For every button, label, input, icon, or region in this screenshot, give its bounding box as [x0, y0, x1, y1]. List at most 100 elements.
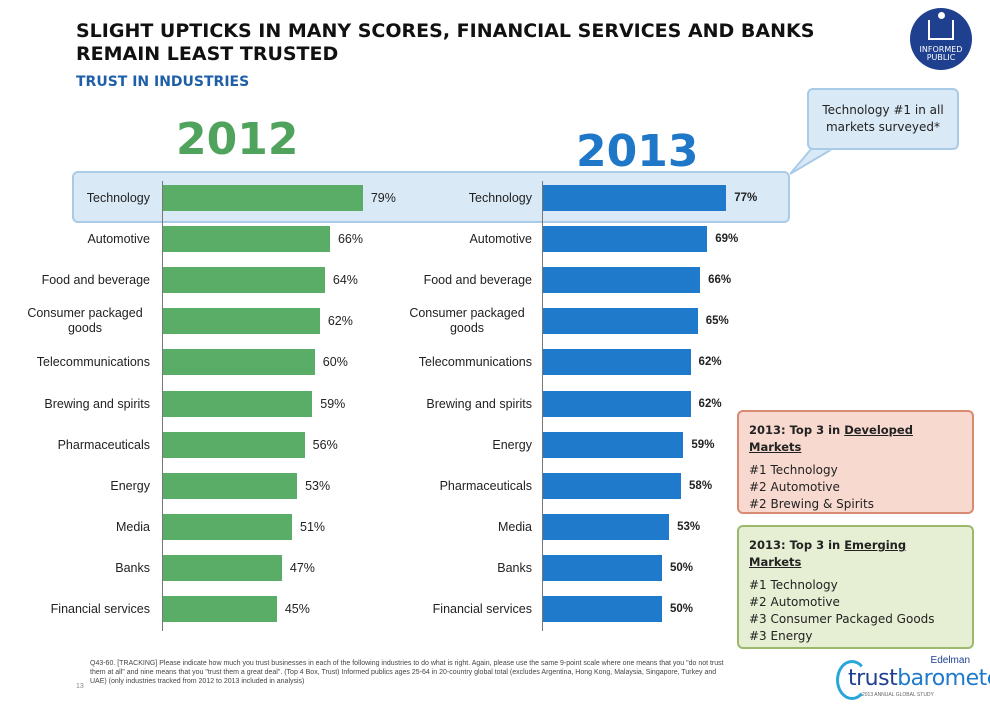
developed-prefix: 2013: Top 3 in [749, 423, 845, 437]
footnote: Q43-60. [TRACKING] Please indicate how m… [90, 660, 724, 685]
technology-callout: Technology #1 in all markets surveyed* [807, 88, 959, 150]
callout-pointer [790, 148, 836, 175]
c2012-axis [162, 181, 163, 631]
c2012-bar [163, 390, 313, 417]
c2013-value-label: 59% [691, 438, 715, 451]
page-subtitle: TRUST IN INDUSTRIES [76, 74, 250, 90]
logo-arc-icon [836, 660, 868, 700]
c2012-category-label: Pharmaceuticals [57, 437, 150, 452]
c2013-category-label: Energy [492, 437, 532, 452]
developed-item: #1 Technology [749, 463, 838, 477]
c2013-bar [543, 390, 691, 417]
c2012-value-label: 47% [289, 560, 315, 575]
chart-2012-title: 2012 [176, 114, 299, 165]
c2012-category-label: Brewing and spirits [44, 396, 150, 411]
c2013-bar [543, 431, 684, 458]
c2012-category-label: Automotive [87, 232, 150, 247]
c2012-bar [163, 349, 315, 376]
c2012-category-label: Consumer packaged goods [27, 306, 143, 336]
logo-edelman: Edelman [930, 655, 970, 666]
c2013-category-label: Brewing and spirits [426, 396, 532, 411]
logo-brand-b: barometer [897, 666, 990, 691]
emerging-item: #1 Technology [749, 578, 838, 592]
c2013-category-label: Food and beverage [423, 273, 532, 288]
c2013-bar [543, 596, 662, 622]
c2013-bar [543, 554, 662, 581]
c2012-bar [163, 185, 363, 211]
c2013-category-label: Media [497, 519, 532, 534]
developed-markets-box: 2013: Top 3 in Developed Markets #1 Tech… [737, 410, 974, 514]
c2012-category-label: Energy [110, 478, 150, 493]
chart-2013-title: 2013 [576, 126, 699, 177]
c2013-category-label: Financial services [432, 602, 532, 616]
c2012-value-label: 60% [322, 355, 348, 370]
emerging-markets-box: 2013: Top 3 in Emerging Markets #1 Techn… [737, 525, 974, 649]
c2012-value-label: 53% [305, 478, 331, 493]
c2013-value-label: 50% [670, 561, 694, 574]
c2013-value-label: 66% [708, 274, 732, 287]
c2013-bar [543, 308, 698, 335]
c2012-value-label: 79% [370, 191, 396, 205]
c2012-bar [163, 431, 305, 458]
c2013-value-label: 62% [698, 356, 722, 369]
c2013-value-label: 53% [677, 520, 701, 533]
emerging-item: #3 Energy [749, 629, 813, 643]
badge-line1: INFORMED [919, 45, 963, 54]
c2013-category-label: Banks [497, 560, 532, 575]
c2013-bar [543, 267, 701, 294]
informed-public-badge: INFORMED PUBLIC [910, 8, 972, 70]
c2013-value-label: 62% [698, 397, 722, 410]
c2012-value-label: 59% [320, 396, 346, 411]
c2013-category-label: Telecommunications [418, 355, 532, 370]
c2012-value-label: 62% [327, 314, 353, 329]
c2013-value-label: 77% [734, 192, 758, 204]
page-number: 13 [76, 683, 84, 690]
c2012-bar [163, 554, 282, 581]
c2013-value-label: 58% [689, 479, 713, 492]
emerging-heading: Emerging Markets [749, 538, 907, 569]
c2012-category-label: Financial services [50, 602, 150, 616]
emerging-item: #3 Consumer Packaged Goods [749, 612, 935, 626]
c2013-category-label: Technology [468, 191, 532, 205]
emerging-item: #2 Automotive [749, 595, 840, 609]
c2013-bar [543, 226, 708, 253]
c2012-value-label: 66% [337, 232, 363, 247]
developed-item: #2 Automotive [749, 480, 840, 494]
c2013-value-label: 69% [715, 233, 739, 246]
c2012-bar [163, 308, 320, 335]
trustbarometer-logo: Edelman trustbarometer 2013 ANNUAL GLOBA… [828, 652, 990, 704]
developed-heading: Developed Markets [749, 423, 913, 454]
c2012-value-label: 56% [312, 437, 338, 452]
c2013-value-label: 50% [670, 603, 694, 615]
c2012-category-label: Media [115, 519, 150, 534]
developed-item: #2 Brewing & Spirits [749, 497, 874, 511]
c2013-bar [543, 472, 682, 499]
page-title: SLIGHT UPTICKS IN MANY SCORES, FINANCIAL… [76, 20, 815, 65]
c2013-bar [543, 513, 670, 540]
c2013-category-label: Pharmaceuticals [439, 478, 532, 493]
emerging-prefix: 2013: Top 3 in [749, 538, 845, 552]
c2013-value-label: 65% [705, 315, 729, 328]
c2012-bar [163, 226, 330, 253]
c2013-category-label: Automotive [469, 232, 532, 247]
logo-wordmark: trustbarometer [848, 666, 990, 691]
badge-line2: PUBLIC [926, 53, 956, 62]
c2012-bar [163, 596, 277, 622]
c2012-bar [163, 513, 293, 540]
c2012-bar [163, 472, 298, 499]
c2012-category-label: Technology [86, 191, 150, 205]
c2013-bar [543, 185, 727, 211]
c2012-category-label: Food and beverage [41, 273, 150, 288]
c2013-axis [542, 181, 543, 631]
c2012-value-label: 51% [300, 519, 326, 534]
c2013-bar [543, 349, 691, 376]
c2012-category-label: Banks [115, 560, 150, 575]
c2012-value-label: 45% [284, 602, 310, 616]
c2012-value-label: 64% [332, 273, 358, 288]
logo-tagline: 2013 ANNUAL GLOBAL STUDY [862, 692, 934, 698]
c2012-category-label: Telecommunications [36, 355, 150, 370]
person-at-desk-icon [928, 12, 954, 40]
c2012-bar [163, 267, 325, 294]
logo-brand-a: trust [848, 666, 898, 691]
c2013-category-label: Consumer packaged goods [409, 306, 525, 336]
